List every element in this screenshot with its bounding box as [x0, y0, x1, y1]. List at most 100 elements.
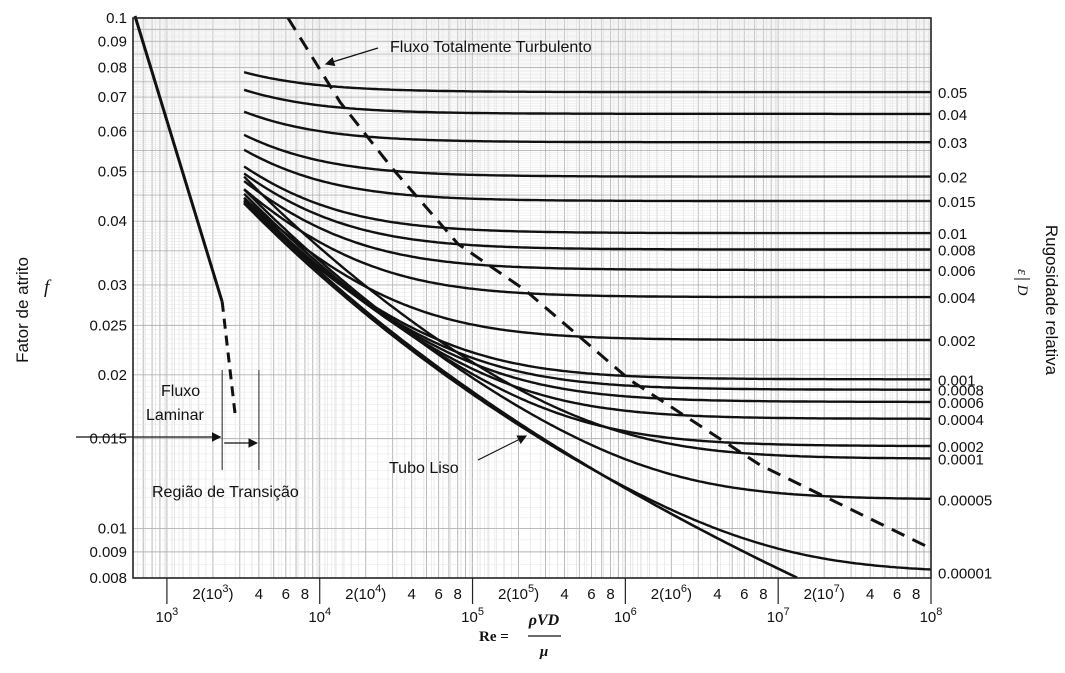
x-tick-label-minor: 4	[255, 586, 263, 603]
friction-curve	[243, 197, 931, 420]
annotation-laminar-line2: Laminar	[146, 407, 204, 424]
roughness-labels: 0.05 0.04 0.03 0.02 0.015 0.010.008 0.006 0.004…	[938, 85, 992, 582]
y-tick-label: 0.008	[89, 570, 127, 587]
x-tick-label-minor: 6	[893, 586, 901, 603]
x-tick-label-minor: 2(103)	[192, 583, 233, 603]
x-tick-label-minor: 8	[454, 586, 462, 603]
roughness-label: 0.0008	[938, 383, 984, 400]
x-tick-label-major: 104	[308, 606, 331, 626]
x-tick-label-minor: 2(106)	[651, 583, 692, 603]
y-tick-label: 0.04	[98, 213, 127, 230]
svg-text:Fator de atrito: Fator de atrito	[13, 257, 32, 363]
x-tick-label-minor: 4	[866, 586, 874, 603]
y-axis-symbol: f	[44, 277, 52, 298]
roughness-label: 0.0004	[938, 412, 984, 429]
fully-turbulent-boundary	[286, 17, 931, 550]
x-tick-label-minor: 8	[301, 586, 309, 603]
x-tick-label-minor: 6	[587, 586, 595, 603]
friction-curve	[243, 192, 931, 448]
x-axis-title: Re = ρVD μ	[479, 612, 561, 660]
roughness-label: 0.006	[938, 263, 976, 280]
svg-text:Rugosidade relativa: Rugosidade relativa	[1042, 225, 1061, 376]
roughness-label: 0.01	[938, 226, 967, 243]
y-tick-label: 0.01	[98, 521, 127, 538]
x-tick-label-minor: 8	[912, 586, 920, 603]
friction-curve	[243, 175, 931, 460]
roughness-label: 0.02	[938, 170, 967, 187]
roughness-label: 0.0002	[938, 439, 984, 456]
annotation-transition: Região de Transição	[152, 484, 299, 501]
smooth-pipe-curve	[243, 199, 798, 579]
turbulent-pointer	[324, 47, 379, 67]
x-tick-label-minor: 6	[282, 586, 290, 603]
friction-curve	[243, 172, 931, 251]
x-tick-label-minor: 4	[713, 586, 721, 603]
right-axis-symbol: ε D	[1014, 269, 1030, 296]
y-tick-labels: 0.1 0.09 0.08 0.07 0.06 0.05 0.04 0.03 0.025 0.02…	[89, 10, 127, 587]
x-tick-label-minor: 2(105)	[498, 583, 539, 603]
y-tick-label: 0.09	[98, 33, 127, 50]
laminar-extension	[220, 301, 237, 416]
x-tick-label-minor: 2(104)	[345, 583, 386, 603]
y-tick-label: 0.08	[98, 59, 127, 76]
x-tick-label-major: 107	[767, 606, 790, 626]
friction-curve	[243, 188, 931, 500]
y-tick-label: 0.03	[98, 277, 127, 294]
x-tick-label-minor: 6	[434, 586, 442, 603]
y-tick-label: 0.009	[89, 544, 127, 561]
roughness-label: 0.001	[938, 372, 976, 389]
svg-text:ε: ε	[1014, 269, 1030, 275]
friction-curve	[243, 196, 931, 342]
friction-curve	[243, 88, 931, 116]
roughness-label: 0.015	[938, 194, 976, 211]
extras-group	[76, 15, 931, 550]
roughness-label: 0.004	[938, 290, 976, 307]
y-axis-title: Fator de atrito	[13, 257, 32, 363]
x-tick-label-major: 108	[920, 606, 943, 626]
roughness-label: 0.002	[938, 333, 976, 350]
smooth-pointer	[477, 435, 528, 461]
x-tick-label-minor: 6	[740, 586, 748, 603]
y-tick-label: 0.1	[106, 10, 127, 27]
x-tick-label-minor: 4	[560, 586, 568, 603]
roughness-label: 0.0006	[938, 395, 984, 412]
friction-curve	[243, 71, 931, 94]
grid	[132, 17, 932, 579]
x-tick-label-minor: 4	[408, 586, 416, 603]
x-tick-label-major: 106	[614, 606, 637, 626]
svg-text:Re =: Re =	[479, 629, 509, 645]
x-tick-label-minor: 8	[759, 586, 767, 603]
y-tick-label: 0.07	[98, 89, 127, 106]
friction-curve	[243, 165, 931, 235]
svg-text:ρVD: ρVD	[528, 612, 560, 629]
roughness-label: 0.00001	[938, 566, 992, 583]
friction-curve	[243, 133, 931, 178]
y-tick-label: 0.06	[98, 123, 127, 140]
y-tick-label: 0.05	[98, 164, 127, 181]
annotation-smooth-pipe: Tubo Liso	[389, 460, 459, 477]
friction-curve	[243, 110, 931, 144]
y-tick-label: 0.015	[89, 431, 127, 448]
roughness-label: 0.008	[938, 243, 976, 260]
friction-curve	[243, 188, 931, 299]
friction-curve	[243, 148, 931, 203]
svg-text:μ: μ	[539, 644, 548, 660]
right-axis-title: Rugosidade relativa	[1042, 225, 1061, 376]
roughness-label: 0.03	[938, 135, 967, 152]
roughness-label: 0.0001	[938, 452, 984, 469]
x-tick-label-minor: 8	[606, 586, 614, 603]
x-tick-label-major: 105	[461, 606, 484, 626]
series-group	[243, 71, 932, 579]
y-tick-label: 0.02	[98, 367, 127, 384]
roughness-label: 0.00005	[938, 492, 992, 509]
laminar-line	[133, 15, 224, 303]
x-tick-label-minor: 2(107)	[804, 583, 845, 603]
friction-curve	[243, 180, 931, 272]
annotation-laminar-line1: Fluxo	[161, 383, 200, 400]
annotation-fully-turbulent: Fluxo Totalmente Turbulento	[390, 39, 592, 56]
svg-text:D: D	[1014, 284, 1030, 296]
roughness-label: 0.04	[938, 107, 967, 124]
y-tick-label: 0.025	[89, 317, 127, 334]
